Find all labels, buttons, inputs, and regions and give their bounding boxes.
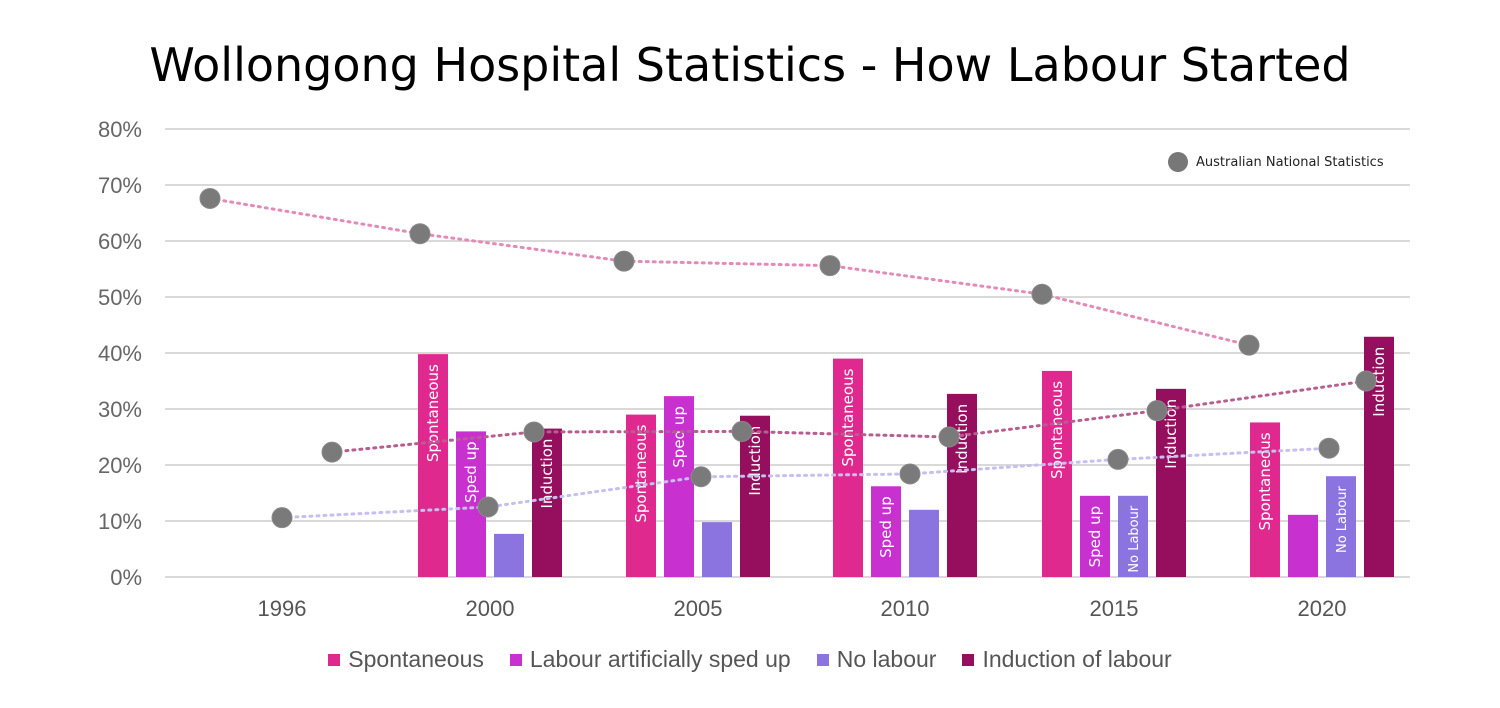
- national-line: [280, 446, 1331, 520]
- legend-item-no-labour: No labour: [816, 646, 937, 673]
- chart-title: Wollongong Hospital Statistics - How Lab…: [149, 38, 1351, 92]
- bar: [909, 509, 939, 577]
- national-point: [1355, 370, 1377, 392]
- bar: [1118, 495, 1148, 577]
- bar: [418, 354, 448, 577]
- national-point: [1146, 400, 1168, 422]
- national-point: [938, 426, 960, 448]
- bar-label: Sped up: [462, 441, 480, 503]
- bar-label: Induction: [953, 404, 971, 474]
- bar-label: Spontaneous: [839, 368, 857, 466]
- x-tick-label: 2005: [674, 596, 723, 621]
- national-statistics-label: Australian National Statistics: [1196, 154, 1384, 170]
- legend-item-spontaneous: Spontaneous: [328, 646, 484, 673]
- legend-label-induction: Induction of labour: [982, 646, 1172, 672]
- legend-item-induction: Induction of labour: [962, 646, 1172, 673]
- national-point: [199, 187, 221, 209]
- bar: [833, 358, 863, 577]
- national-point: [321, 441, 343, 463]
- bar: [871, 486, 901, 577]
- x-axis-ticks: 1996 2000 2005 2010 2015 2020: [258, 596, 1347, 621]
- y-tick-label: 40%: [98, 341, 142, 366]
- y-tick-label: 30%: [98, 397, 142, 422]
- bar-label: Induction: [746, 426, 764, 496]
- bar: [702, 522, 732, 577]
- bar: [1042, 370, 1072, 577]
- bar: [494, 533, 524, 577]
- x-tick-label: 1996: [258, 596, 307, 621]
- y-tick-label: 80%: [98, 117, 142, 142]
- legend-item-sped-up: Labour artificially sped up: [509, 646, 791, 673]
- bar: [740, 415, 770, 577]
- y-tick-label: 50%: [98, 285, 142, 310]
- national-point: [1031, 283, 1053, 305]
- y-axis-ticks: 0% 10% 20% 30% 40% 50% 60% 70% 80%: [98, 117, 142, 590]
- national-point: [899, 463, 921, 485]
- legend-label-spontaneous: Spontaneous: [348, 646, 484, 672]
- bar: [664, 396, 694, 577]
- legend-swatch-no-labour: [816, 653, 829, 666]
- bar-label: Induction: [1370, 347, 1388, 417]
- y-tick-label: 70%: [98, 173, 142, 198]
- bars: Spontaneous Spontaneous Spontaneous Spontan…: [418, 336, 1394, 577]
- y-tick-label: 20%: [98, 453, 142, 478]
- y-tick-label: 10%: [98, 509, 142, 534]
- national-point: [1107, 448, 1129, 470]
- national-line: [208, 196, 1251, 347]
- bar-label: Sped up: [1086, 506, 1104, 568]
- legend-swatch-sped-up: [509, 653, 522, 666]
- x-tick-label: 2010: [881, 596, 930, 621]
- legend-label-no-labour: No labour: [836, 646, 937, 672]
- bar-label: Spontaneous: [424, 364, 442, 462]
- x-tick-label: 2015: [1090, 596, 1139, 621]
- bar-label: Sped up: [670, 406, 688, 468]
- bar-label: Spontaneous: [632, 424, 650, 522]
- bar: [532, 428, 562, 577]
- national-point: [1318, 437, 1340, 459]
- national-point: [523, 421, 545, 443]
- x-tick-label: 2020: [1298, 596, 1347, 621]
- bar-label: Sped up: [877, 496, 895, 558]
- bar-label: Induction: [538, 439, 556, 509]
- national-point: [271, 507, 293, 529]
- national-point: [409, 223, 431, 245]
- bar-label: Spontaneous: [1048, 381, 1066, 479]
- legend-swatch-spontaneous: [328, 653, 341, 666]
- bar: [1326, 476, 1356, 577]
- bar-label: No Labour: [1335, 486, 1350, 553]
- y-tick-label: 60%: [98, 229, 142, 254]
- national-point: [613, 250, 635, 272]
- bar: [626, 414, 656, 577]
- legend-label-sped-up: Labour artificially sped up: [529, 646, 791, 672]
- legend: Spontaneous Labour artificially sped up …: [0, 646, 1500, 673]
- bar: [1288, 514, 1318, 577]
- bar: [1250, 422, 1280, 577]
- national-point: [731, 420, 753, 442]
- national-line: [330, 379, 1368, 454]
- gridlines: [165, 128, 1410, 578]
- national-point: [819, 255, 841, 277]
- national-point: [1238, 334, 1260, 356]
- national-point: [690, 466, 712, 488]
- bar-label: Induction: [1162, 399, 1180, 469]
- national-point: [477, 496, 499, 518]
- national-statistics-lines: [199, 187, 1377, 529]
- legend-swatch-induction: [962, 653, 975, 666]
- national-statistics-legend: Australian National Statistics: [1168, 152, 1384, 172]
- national-marker-icon: [1168, 152, 1188, 172]
- bar: [1080, 495, 1110, 577]
- bar-label: Spontaneous: [1256, 432, 1274, 530]
- bar: [947, 393, 977, 577]
- x-tick-label: 2000: [466, 596, 515, 621]
- y-tick-label: 0%: [110, 565, 142, 590]
- bar-label: No Labour: [1127, 505, 1142, 572]
